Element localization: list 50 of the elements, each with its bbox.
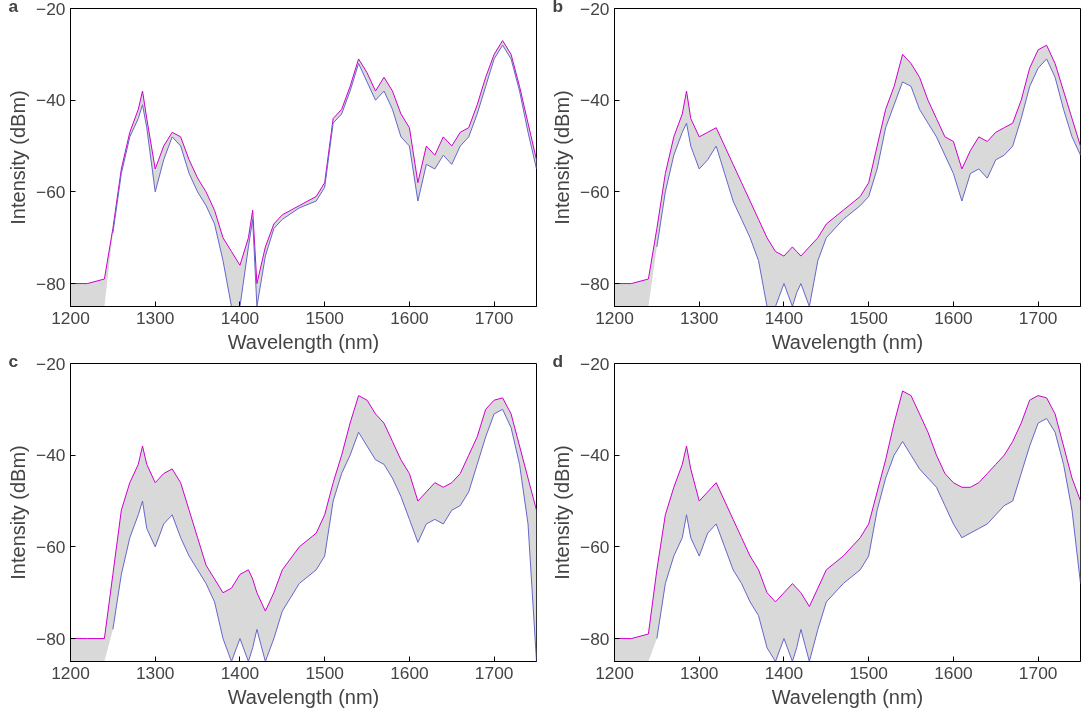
y-tick-label: −60 (36, 181, 66, 202)
y-tick-label: −60 (36, 536, 66, 557)
chart-title: c (8, 350, 19, 371)
y-tick-label: −40 (36, 90, 66, 111)
x-tick-label: 1200 (595, 662, 634, 683)
x-tick-label: 1600 (390, 307, 429, 328)
x-axis-title: Wavelength (nm) (227, 685, 380, 708)
x-tick-label: 1500 (305, 307, 344, 328)
x-tick-label: 1200 (51, 662, 90, 683)
y-axis-title: Intensity (dBm) (7, 90, 30, 225)
x-tick-label: 1200 (595, 307, 634, 328)
x-tick-label: 1700 (1018, 307, 1058, 328)
y-tick-label: −20 (580, 353, 610, 374)
x-tick-label: 1200 (51, 307, 90, 328)
x-tick-label: 1300 (135, 307, 175, 328)
x-axis-title: Wavelength (nm) (227, 330, 380, 353)
x-tick-label: 1600 (934, 662, 973, 683)
x-tick-label: 1300 (679, 662, 719, 683)
y-tick-label: −20 (36, 0, 66, 19)
y-tick-label: −60 (580, 181, 610, 202)
y-axis-title: Intensity (dBm) (7, 445, 30, 580)
x-tick-label: 1700 (1018, 662, 1058, 683)
x-tick-label: 1500 (849, 307, 888, 328)
y-tick-label: −40 (36, 445, 66, 466)
x-tick-label: 1400 (764, 307, 804, 328)
y-tick-label: −80 (36, 273, 66, 294)
y-tick-label: −20 (36, 353, 66, 374)
y-tick-label: −40 (580, 445, 610, 466)
x-axis-title: Wavelength (nm) (771, 330, 924, 353)
y-tick-label: −20 (580, 0, 610, 19)
y-axis-title: Intensity (dBm) (551, 90, 574, 225)
y-tick-label: −80 (580, 273, 610, 294)
x-tick-label: 1400 (220, 662, 260, 683)
chart-title: a (8, 0, 19, 16)
x-tick-label: 1500 (849, 662, 888, 683)
x-tick-label: 1700 (474, 662, 514, 683)
x-tick-label: 1400 (220, 307, 260, 328)
y-tick-label: −80 (36, 628, 66, 649)
x-tick-label: 1300 (135, 662, 175, 683)
x-tick-label: 1300 (679, 307, 719, 328)
x-tick-label: 1500 (305, 662, 344, 683)
y-axis-title: Intensity (dBm) (551, 445, 574, 580)
x-tick-label: 1600 (390, 662, 429, 683)
y-tick-label: −40 (580, 90, 610, 111)
x-axis-title: Wavelength (nm) (771, 685, 924, 708)
y-tick-label: −60 (580, 536, 610, 557)
x-tick-label: 1700 (474, 307, 514, 328)
y-tick-label: −80 (580, 628, 610, 649)
x-tick-label: 1600 (934, 307, 973, 328)
x-tick-label: 1400 (764, 662, 804, 683)
